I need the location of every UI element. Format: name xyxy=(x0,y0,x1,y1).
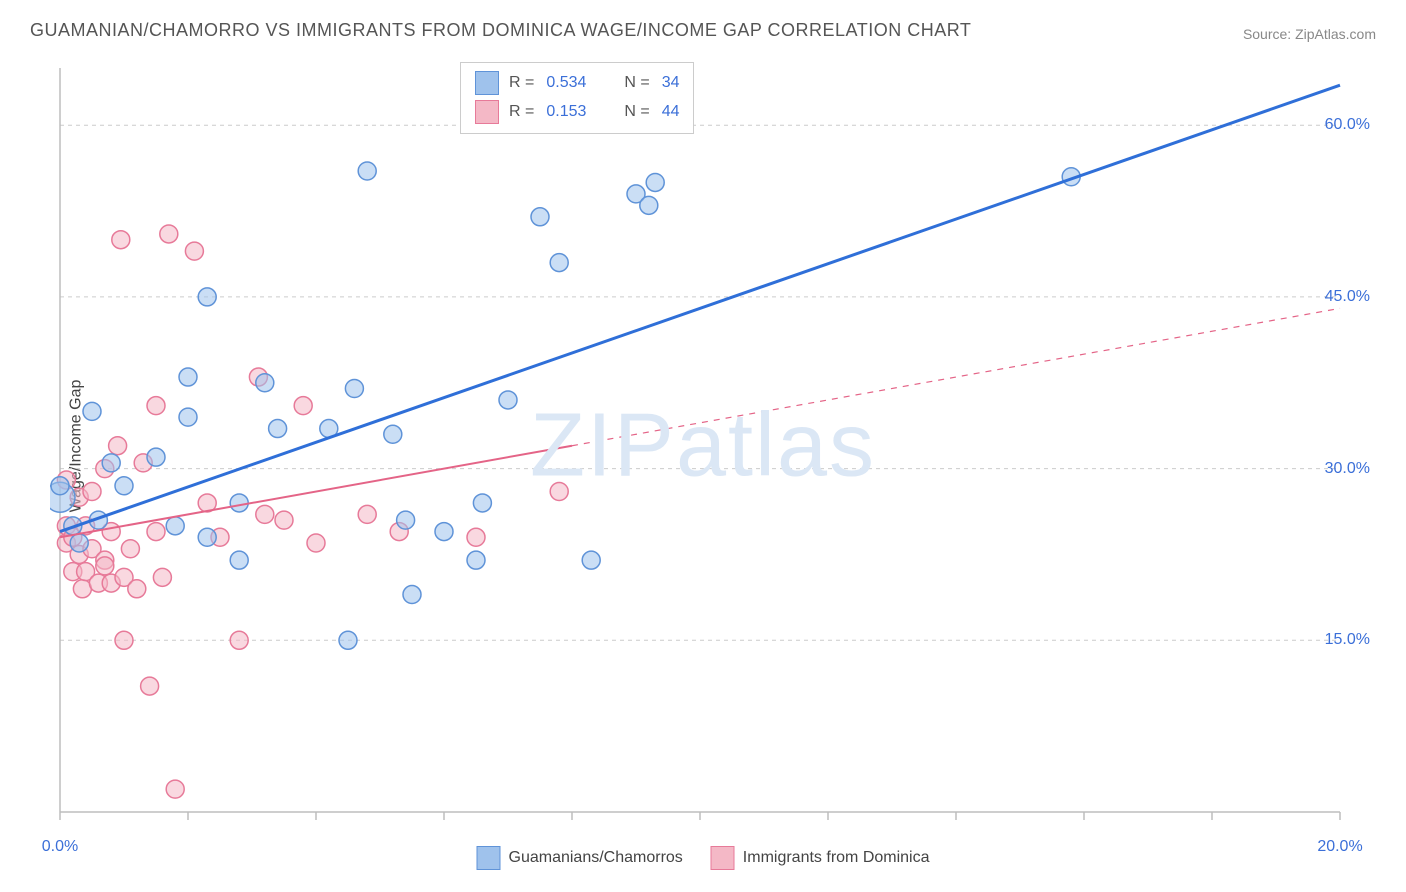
chart-title: GUAMANIAN/CHAMORRO VS IMMIGRANTS FROM DO… xyxy=(30,20,971,41)
x-tick-label: 20.0% xyxy=(1317,838,1362,856)
y-tick-label: 45.0% xyxy=(1325,288,1370,306)
y-tick-label: 60.0% xyxy=(1325,116,1370,134)
chart-plot-area xyxy=(50,60,1376,832)
legend-label-1: Guamanians/Chamorros xyxy=(509,849,683,867)
legend-bottom-swatch-1 xyxy=(477,846,501,870)
legend-swatch-1 xyxy=(475,71,499,95)
legend-swatch-2 xyxy=(475,100,499,124)
scatter-svg xyxy=(50,60,1376,832)
series-legend: Guamanians/Chamorros Immigrants from Dom… xyxy=(477,846,930,870)
n-value-1: 34 xyxy=(662,69,680,98)
legend-row-series-1: R = 0.534 N = 34 xyxy=(475,69,679,98)
y-tick-label: 30.0% xyxy=(1325,460,1370,478)
source-attribution: Source: ZipAtlas.com xyxy=(1243,26,1376,42)
legend-bottom-swatch-2 xyxy=(711,846,735,870)
r-value-2: 0.153 xyxy=(546,98,602,127)
legend-item-1: Guamanians/Chamorros xyxy=(477,846,683,870)
correlation-legend: R = 0.534 N = 34 R = 0.153 N = 44 xyxy=(460,62,694,134)
legend-item-2: Immigrants from Dominica xyxy=(711,846,930,870)
y-tick-label: 15.0% xyxy=(1325,631,1370,649)
x-tick-label: 0.0% xyxy=(42,838,78,856)
r-value-1: 0.534 xyxy=(546,69,602,98)
legend-label-2: Immigrants from Dominica xyxy=(743,849,930,867)
n-value-2: 44 xyxy=(662,98,680,127)
legend-row-series-2: R = 0.153 N = 44 xyxy=(475,98,679,127)
